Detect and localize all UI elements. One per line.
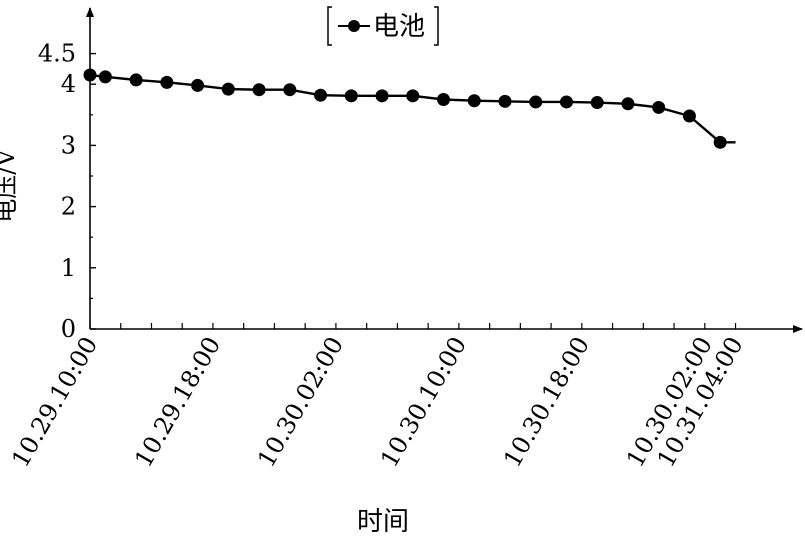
y-tick-label: 0 bbox=[61, 315, 76, 343]
legend-label: 电池 bbox=[373, 12, 425, 42]
data-point bbox=[83, 68, 97, 82]
data-point bbox=[498, 94, 512, 108]
data-point bbox=[129, 73, 143, 87]
legend: 电池 bbox=[327, 6, 439, 46]
y-tick-label: 4.5 bbox=[38, 40, 76, 68]
legend-marker bbox=[348, 20, 360, 32]
data-point bbox=[252, 83, 266, 97]
y-tick-label: 3 bbox=[61, 131, 76, 159]
data-point bbox=[160, 75, 174, 89]
x-axis-label: 时间 bbox=[357, 507, 409, 536]
series-line bbox=[89, 73, 736, 144]
x-tick-label: 10.29.18:00 bbox=[129, 332, 226, 472]
y-axis-label: 电压/V bbox=[0, 149, 20, 223]
legend-bracket-right bbox=[434, 6, 439, 46]
legend-bracket-left bbox=[327, 6, 332, 46]
data-point bbox=[682, 109, 696, 123]
data-point bbox=[559, 95, 573, 109]
data-point bbox=[467, 94, 481, 108]
y-ticks: 0 1 2 3 44.5 bbox=[38, 40, 96, 343]
data-point bbox=[98, 70, 112, 84]
data-point bbox=[314, 88, 328, 102]
data-point bbox=[437, 93, 451, 106]
data-point bbox=[283, 83, 297, 97]
data-point bbox=[221, 82, 235, 96]
y-tick-label: 4 bbox=[61, 70, 76, 98]
x-tick-label: 10.30.10:00 bbox=[375, 332, 472, 472]
data-point bbox=[621, 97, 635, 111]
y-tick-label: 2 bbox=[61, 193, 76, 221]
data-point bbox=[590, 96, 604, 110]
x-tick-label: 10.29.10:00 bbox=[6, 332, 103, 472]
x-tick-label: 10.30.18:00 bbox=[498, 332, 595, 472]
data-point bbox=[713, 135, 727, 149]
series-group bbox=[83, 68, 736, 149]
x-ticks: 10.29.10:00 10.29.18:00 10.30.02:00 10.30.1… bbox=[6, 323, 749, 472]
data-point bbox=[529, 95, 543, 109]
x-tick-label: 10.30.02:00 bbox=[252, 332, 349, 472]
y-tick-label: 1 bbox=[61, 254, 76, 282]
data-point bbox=[191, 78, 205, 92]
data-point bbox=[344, 89, 358, 103]
data-point bbox=[375, 89, 389, 103]
data-point bbox=[406, 89, 420, 103]
data-point bbox=[652, 100, 666, 114]
